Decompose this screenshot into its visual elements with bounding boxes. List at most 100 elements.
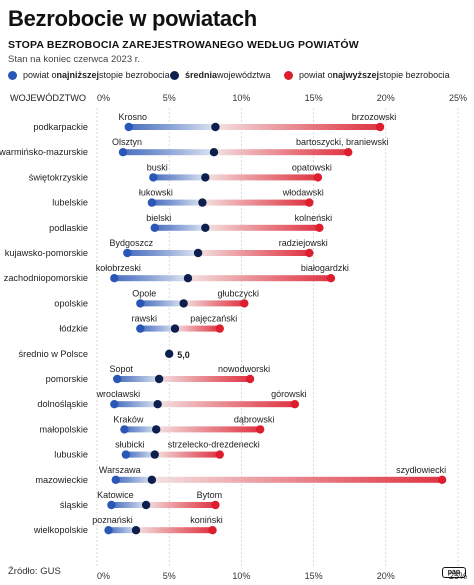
range-bar-min-avg [127,250,199,256]
min-county-label: Katowice [97,490,134,500]
range-bar-avg-max [215,124,381,130]
legend-item-min: powiat o najniższej stopie bezrobocia [8,70,170,80]
axis-header-label: WOJEWÓDZTWO [10,93,86,103]
min-county-label: bielski [146,213,171,223]
avg-dot [150,450,159,459]
max-county-label: nowodworski [218,364,270,374]
national-average-value: 5,0 [177,350,190,360]
range-bar-min-avg [154,224,206,231]
range-bar-avg-max [157,401,295,408]
region-label: pomorskie [46,374,88,384]
min-county-label: Sopot [109,364,133,374]
avg-dot [179,299,188,308]
avg-dot [152,425,161,434]
region-label: łódzkie [59,324,88,334]
max-dot [211,500,220,510]
region-label: mazowieckie [35,475,88,485]
legend-item-max: powiat o najwyższej stopie bezrobocia [284,70,450,80]
avg-dot [141,500,151,510]
max-county-label: opatowski [292,162,332,172]
range-bar-avg-max [205,224,320,231]
min-dot [113,374,122,384]
region-label: lubuskie [54,450,88,460]
max-county-label: radziejowski [279,238,328,248]
avg-dot [201,173,210,182]
legend-item-avg: średnia województwa [170,70,271,80]
source-note: Źródło: GUS [8,566,61,577]
min-county-label: kołobrzeski [96,263,141,273]
min-dot [107,500,116,510]
legend-avg-bold: średnia [185,70,218,80]
range-bar-min-avg [124,426,157,433]
range-bar-min-avg [108,527,136,534]
max-county-label: strzelecko-drezdenecki [168,440,260,450]
max-county-label: włodawski [282,188,324,198]
max-dot [255,425,265,434]
range-bar-avg-max [146,502,216,508]
range-bar-avg-max [156,426,261,433]
avg-dot [131,526,141,535]
min-county-label: buski [147,162,168,172]
range-bar-avg-max [187,275,331,282]
max-dot [313,173,323,182]
x-tick-label-bottom: 10% [232,571,250,581]
max-dot [215,450,224,459]
pap-logo: pap [442,567,466,578]
legend-min-suffix: stopie bezrobocia [99,70,170,80]
avg-dot [201,223,210,232]
max-county-label: szydłowiecki [396,465,446,475]
range-bar-min-avg [117,376,160,382]
region-label: zachodniopomorskie [4,273,88,283]
min-county-label: Kraków [113,414,144,424]
x-tick-label-top: 20% [377,93,395,103]
legend-avg-dot-icon [170,70,179,80]
max-dot [208,526,217,535]
avg-dot [193,248,203,258]
range-bar-min-avg [114,401,158,408]
avg-dot [198,198,207,207]
max-dot [437,475,447,484]
range-bar-min-avg [125,451,155,458]
range-bar-avg-max [135,527,213,534]
x-tick-label-bottom: 20% [377,571,395,581]
region-label: kujawsko-pomorskie [5,248,88,258]
legend: powiat o najniższej stopie bezrobocia śr… [8,70,468,84]
x-tick-label-bottom: 0% [97,571,110,581]
region-label: opolskie [54,298,88,308]
range-bar-min-avg [153,174,206,181]
max-dot [240,299,249,308]
range-bar-avg-max [159,376,251,382]
x-tick-label-top: 25% [449,93,467,103]
avg-dot [211,122,220,132]
min-dot [136,324,145,333]
min-county-label: Opole [132,288,156,298]
range-bar-min-avg [151,199,203,206]
min-dot [136,299,145,308]
legend-max-suffix: stopie bezrobocia [379,70,450,80]
max-county-label: bartoszycki, braniewski [296,137,389,147]
max-county-label: kolneński [295,213,333,223]
region-label: podkarpackie [33,122,88,132]
avg-dot [153,400,162,409]
x-tick-label-top: 10% [232,93,250,103]
range-bar-avg-max [213,149,349,156]
min-dot [150,223,159,232]
max-dot [215,324,224,333]
range-bar-min-avg [128,124,216,130]
region-label: dolnośląskie [37,399,88,409]
min-dot [120,425,129,434]
max-dot [375,122,385,132]
range-bar-min-avg [140,300,184,307]
region-label: śląskie [60,500,88,510]
min-county-label: łukowski [139,188,173,198]
avg-dot [183,274,193,283]
max-dot [315,223,324,232]
date-note: Stan na koniec czerwca 2023 r. [8,54,141,65]
min-county-label: poznański [92,515,133,525]
avg-dot [209,148,219,157]
region-label: warmińsko-mazurskie [0,147,88,157]
max-county-label: głubczycki [218,288,260,298]
max-county-label: pajęczański [190,314,237,324]
min-dot [110,400,119,409]
